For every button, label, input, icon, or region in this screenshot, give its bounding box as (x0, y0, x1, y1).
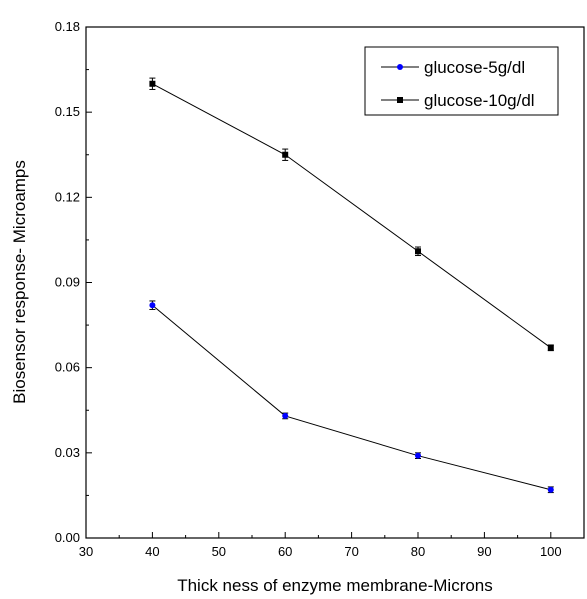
data-point (149, 80, 156, 87)
x-axis: 30 40 50 60 70 80 90 100 (79, 532, 585, 559)
legend-item-2: glucose-10g/dl (381, 91, 535, 110)
data-point (282, 412, 289, 419)
series-layer (149, 77, 554, 494)
data-point (415, 452, 421, 459)
x-tick-label: 90 (477, 544, 491, 559)
x-tick-label: 80 (411, 544, 425, 559)
x-axis-title: Thick ness of enzyme membrane-Microns (177, 576, 493, 595)
series-2 (149, 77, 554, 352)
legend-marker (397, 64, 403, 70)
y-tick-label: 0.06 (55, 360, 80, 375)
data-point (547, 344, 554, 351)
y-tick-label: 0.15 (55, 104, 80, 119)
legend-marker (397, 97, 403, 103)
y-tick-label: 0.03 (55, 445, 80, 460)
x-tick-label: 30 (79, 544, 93, 559)
series-line (152, 83, 552, 349)
y-tick-label: 0.09 (55, 275, 80, 290)
series-1 (149, 300, 554, 494)
legend-box (364, 46, 559, 116)
y-axis: 0.00 0.03 0.06 0.09 0.12 0.15 0.18 (55, 19, 92, 545)
data-point (282, 151, 289, 158)
x-tick-label: 50 (212, 544, 226, 559)
data-point (547, 486, 554, 493)
y-axis-title: Biosensor response- Microamps (10, 160, 29, 404)
legend-label: glucose-10g/dl (424, 91, 535, 110)
x-tick-label: 40 (145, 544, 159, 559)
y-tick-label: 0.00 (55, 530, 80, 545)
legend-label: glucose-5g/dl (424, 58, 525, 77)
legend-item-1: glucose-5g/dl (381, 58, 525, 77)
y-tick-label: 0.12 (55, 189, 80, 204)
x-tick-label: 100 (540, 544, 562, 559)
legend: glucose-5g/dl glucose-10g/dl (364, 46, 559, 116)
data-point (415, 248, 421, 255)
series-line (152, 304, 551, 491)
x-tick-label: 60 (278, 544, 292, 559)
x-tick-label: 70 (344, 544, 358, 559)
y-tick-label: 0.18 (55, 19, 80, 34)
data-point (149, 302, 156, 309)
